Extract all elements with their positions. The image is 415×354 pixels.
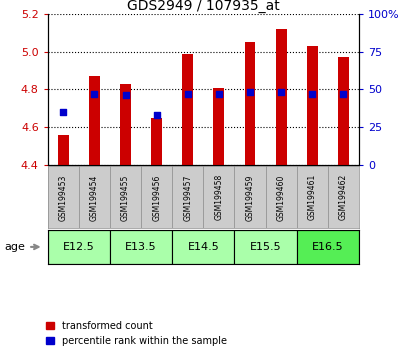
Point — [309, 91, 315, 97]
Point — [122, 93, 129, 98]
Text: GSM199461: GSM199461 — [308, 174, 317, 221]
Title: GDS2949 / 107935_at: GDS2949 / 107935_at — [127, 0, 280, 13]
Text: GSM199460: GSM199460 — [277, 174, 286, 221]
Bar — [58, 135, 69, 165]
Text: GSM199458: GSM199458 — [215, 174, 223, 221]
Point — [154, 112, 160, 118]
Bar — [213, 87, 225, 165]
Bar — [48, 230, 110, 264]
Bar — [151, 118, 162, 165]
Bar — [297, 230, 359, 264]
Text: age: age — [4, 242, 25, 252]
Text: GSM199462: GSM199462 — [339, 174, 348, 221]
Text: E12.5: E12.5 — [63, 242, 95, 252]
Text: E16.5: E16.5 — [312, 242, 344, 252]
Text: GSM199459: GSM199459 — [246, 174, 254, 221]
Point — [60, 109, 66, 115]
Legend: transformed count, percentile rank within the sample: transformed count, percentile rank withi… — [46, 321, 227, 346]
Point — [91, 91, 98, 97]
Text: GSM199455: GSM199455 — [121, 174, 130, 221]
Point — [247, 90, 253, 95]
Bar — [276, 29, 287, 165]
Text: E14.5: E14.5 — [188, 242, 219, 252]
Text: GSM199456: GSM199456 — [152, 174, 161, 221]
Bar — [234, 230, 297, 264]
Point — [340, 91, 347, 97]
Bar — [244, 42, 256, 165]
Bar — [89, 76, 100, 165]
Bar — [182, 54, 193, 165]
Bar — [172, 230, 234, 264]
Bar — [120, 84, 131, 165]
Text: GSM199457: GSM199457 — [183, 174, 192, 221]
Bar — [307, 46, 318, 165]
Bar — [110, 230, 172, 264]
Text: E13.5: E13.5 — [125, 242, 157, 252]
Text: GSM199453: GSM199453 — [59, 174, 68, 221]
Point — [278, 90, 285, 95]
Point — [216, 91, 222, 97]
Text: E15.5: E15.5 — [250, 242, 281, 252]
Bar — [338, 57, 349, 165]
Text: GSM199454: GSM199454 — [90, 174, 99, 221]
Point — [184, 91, 191, 97]
